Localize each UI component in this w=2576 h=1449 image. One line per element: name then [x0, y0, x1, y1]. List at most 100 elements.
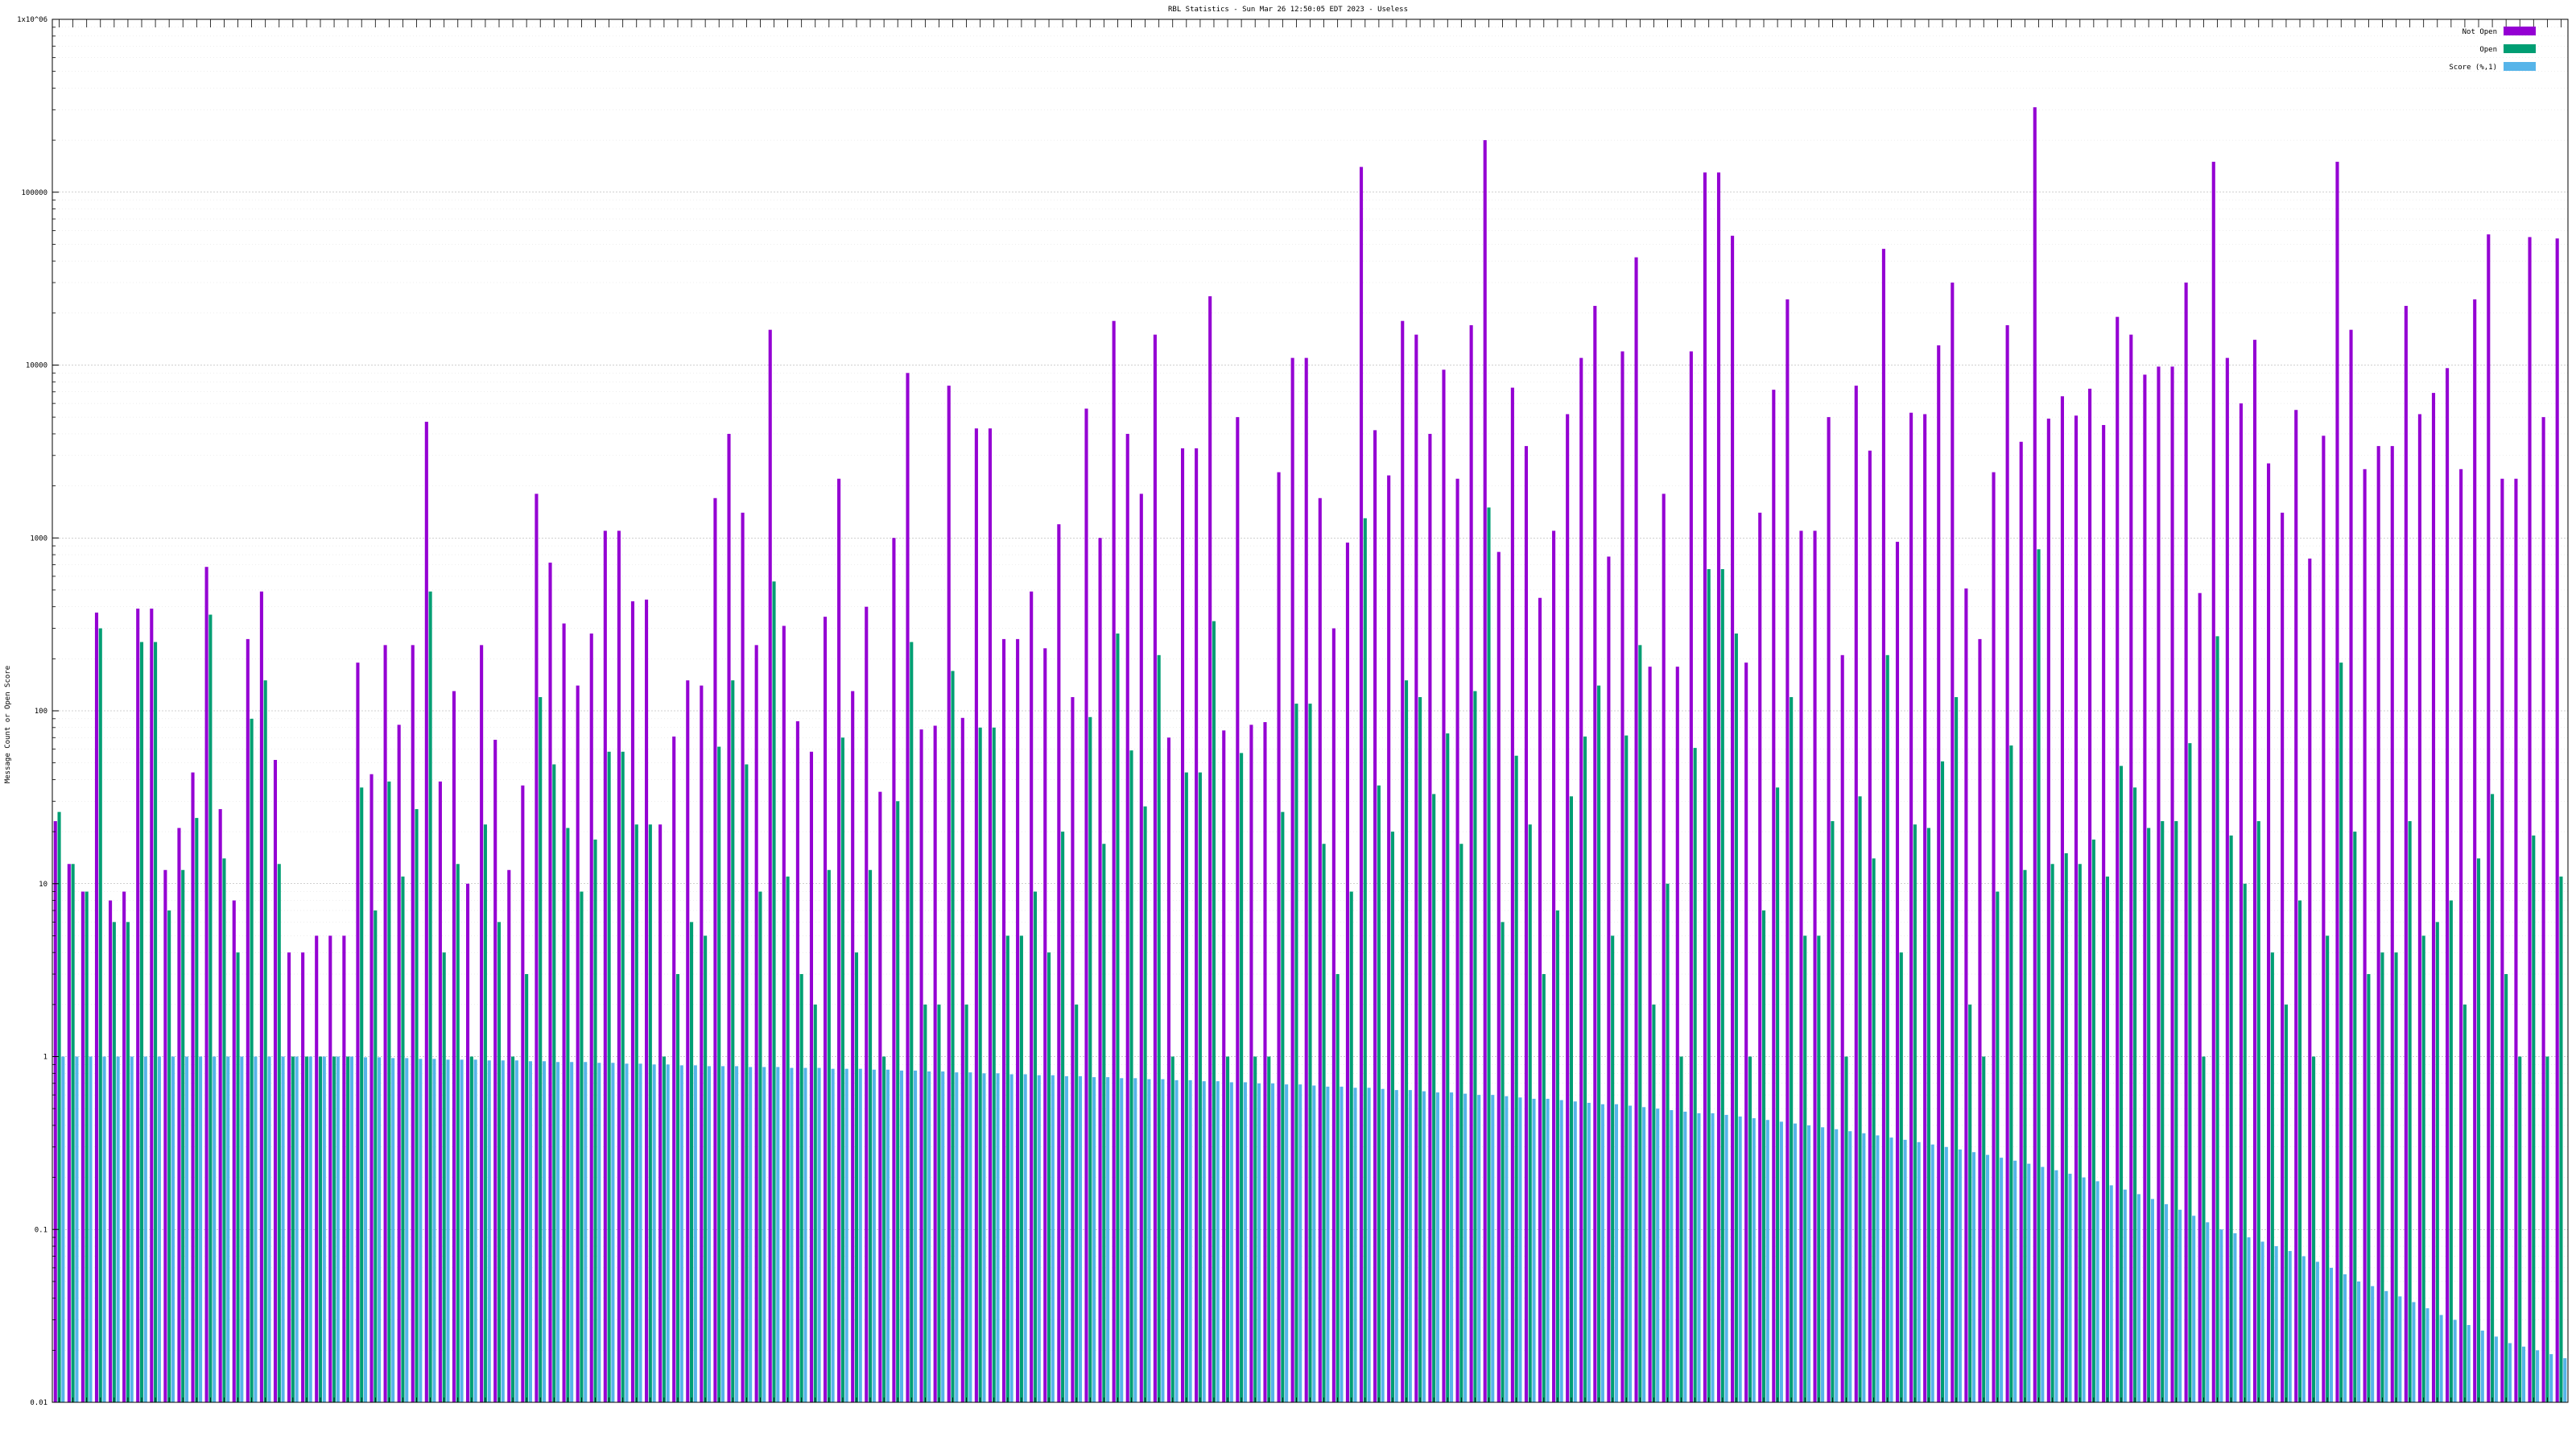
bar-open: [1790, 696, 1794, 1402]
bar-not-open: [1401, 320, 1405, 1403]
bar-score: [1587, 1102, 1591, 1402]
bar-open: [346, 1056, 350, 1402]
bar-not-open: [2033, 107, 2037, 1402]
bar-not-open: [122, 891, 126, 1402]
bar-open: [442, 952, 446, 1402]
bar-score: [226, 1056, 230, 1402]
bar-score: [1092, 1077, 1096, 1402]
bar-score: [514, 1060, 518, 1402]
bar-open: [2229, 835, 2233, 1402]
bar-score: [790, 1067, 794, 1402]
bar-not-open: [658, 824, 663, 1402]
bar-score: [1367, 1088, 1371, 1402]
bar-not-open: [191, 772, 195, 1402]
bar-not-open: [1442, 369, 1446, 1403]
bar-score: [254, 1056, 258, 1402]
bar-open: [1872, 858, 1876, 1402]
bar-not-open: [1414, 334, 1418, 1403]
bar-score: [419, 1059, 423, 1402]
bar-not-open: [1084, 408, 1088, 1402]
bar-score: [405, 1058, 409, 1402]
bar-open: [291, 1056, 295, 1402]
bar-open: [1679, 1056, 1683, 1402]
bar-score: [1243, 1082, 1247, 1402]
bar-score: [1023, 1074, 1027, 1402]
bar-not-open: [906, 373, 910, 1402]
bar-not-open: [617, 530, 621, 1403]
bar-not-open: [1166, 737, 1171, 1402]
bar-score: [1779, 1121, 1783, 1402]
bar-score: [2315, 1261, 2319, 1402]
bar-not-open: [163, 869, 167, 1402]
bar-open: [1652, 1004, 1656, 1402]
bar-score: [308, 1056, 312, 1402]
bar-score: [336, 1056, 340, 1402]
bar-open: [1693, 748, 1697, 1402]
bar-score: [2041, 1166, 2045, 1402]
bar-score: [2260, 1241, 2264, 1402]
bar-score: [735, 1066, 739, 1402]
bar-not-open: [2088, 388, 2092, 1402]
bar-open: [2147, 828, 2151, 1402]
bar-not-open: [1854, 386, 1858, 1403]
bar-open: [1514, 755, 1518, 1402]
bar-open: [511, 1056, 515, 1402]
bar-score: [1216, 1081, 1220, 1402]
bar-open: [786, 876, 790, 1402]
bar-open: [360, 787, 364, 1402]
bar-open: [1611, 935, 1615, 1402]
bar-score: [1037, 1075, 1041, 1402]
bar-open: [717, 746, 721, 1402]
bar-score: [2439, 1315, 2443, 1402]
bar-score: [1835, 1129, 1839, 1402]
bar-score: [2164, 1203, 2169, 1402]
bar-score: [1435, 1092, 1440, 1402]
bar-score: [899, 1070, 904, 1402]
bar-open: [71, 864, 75, 1402]
bar-not-open: [1236, 417, 1240, 1402]
bar-open: [1198, 772, 1202, 1402]
bar-open: [1968, 1004, 1972, 1402]
bar-score: [460, 1059, 464, 1402]
bar-score: [872, 1069, 876, 1402]
bar-score: [1546, 1098, 1550, 1402]
bar-open: [1116, 633, 1120, 1402]
bar-score: [693, 1065, 697, 1402]
bar-open: [552, 764, 556, 1402]
bar-not-open: [1496, 551, 1501, 1403]
bar-not-open: [1345, 543, 1349, 1403]
bar-score: [1697, 1113, 1701, 1402]
y-tick-label: 1000: [30, 535, 47, 543]
bar-score: [1518, 1097, 1522, 1402]
bar-open: [2312, 1056, 2316, 1402]
bar-not-open: [273, 759, 278, 1402]
bar-score: [2247, 1237, 2251, 1402]
bar-not-open: [1620, 351, 1624, 1402]
bar-score: [638, 1063, 642, 1402]
bar-score: [1408, 1090, 1412, 1402]
bar-score: [2288, 1251, 2292, 1402]
bar-open: [2215, 636, 2219, 1402]
bar-open: [1734, 633, 1738, 1402]
bar-open: [2037, 549, 2041, 1403]
bar-score: [2123, 1189, 2127, 1402]
bar-score: [1147, 1079, 1151, 1402]
bar-score: [2521, 1346, 2526, 1402]
bar-open: [2064, 852, 2068, 1402]
bar-open: [1528, 824, 1532, 1402]
bar-not-open: [782, 625, 786, 1402]
bar-open: [2256, 821, 2260, 1402]
bar-score: [914, 1070, 918, 1402]
bar-open: [57, 811, 61, 1402]
bar-open: [2408, 821, 2412, 1402]
bar-score: [1229, 1082, 1233, 1402]
bar-open: [539, 696, 543, 1402]
bar-not-open: [2335, 161, 2339, 1402]
bar-open: [1253, 1056, 1257, 1402]
bar-score: [1312, 1085, 1316, 1402]
legend-swatch-score: [2504, 62, 2536, 71]
bar-not-open: [2060, 396, 2064, 1402]
bar-not-open: [754, 645, 758, 1402]
bar-open: [1913, 824, 1917, 1402]
bar-score: [1765, 1120, 1769, 1402]
